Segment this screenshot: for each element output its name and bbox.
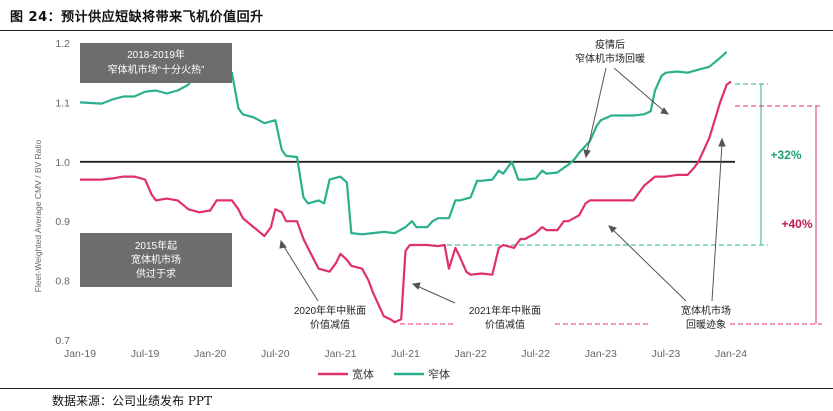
x-axis-ticks: Jan-19 Jul-19 Jan-20 Jul-20 Jan-21 Jul-21 Jan-… xyxy=(64,348,747,360)
annotation-wide-over-line2: 宽体机市场 xyxy=(131,253,181,266)
annotation-impair-2020-line2: 价值减值 xyxy=(310,318,350,331)
arrow-post-covid-b xyxy=(613,67,665,112)
arrowhead-wide-recovery-a xyxy=(608,225,617,233)
arrowhead-post-covid-a xyxy=(583,149,591,159)
x-tick-label: Jan-22 xyxy=(455,348,487,360)
annotation-arrows xyxy=(279,67,726,304)
annotation-box-narrow-hot xyxy=(80,43,232,83)
x-tick-label: Jan-23 xyxy=(585,348,617,360)
annotation-wide-recovery-line1: 宽体机市场 xyxy=(681,304,731,317)
annotation-impair-2020-line1: 2020年年中账面 xyxy=(294,304,366,317)
title-divider xyxy=(0,30,833,31)
narrow-change-label: +32% xyxy=(770,148,801,162)
x-tick-label: Jan-19 xyxy=(64,348,96,360)
annotation-box-wide-over xyxy=(80,233,232,287)
arrowhead-impair-2021 xyxy=(411,282,421,290)
arrow-impair-2020 xyxy=(282,244,319,302)
figure-title: 图 24：预计供应短缺将带来飞机价值回升 xyxy=(10,10,264,25)
arrow-impair-2021 xyxy=(416,285,456,304)
annotation-post-covid-line1: 疫情后 xyxy=(595,38,625,51)
x-tick-label: Jul-23 xyxy=(652,348,681,360)
legend-label-wide: 宽体 xyxy=(352,367,374,381)
legend-label-narrow: 窄体 xyxy=(428,367,450,381)
line-chart: 0.7 0.8 0.9 1.0 1.1 1.2 Fleet-Weighted Averag… xyxy=(33,38,822,381)
wide-change-label: +40% xyxy=(781,217,812,231)
arrow-post-covid-a xyxy=(586,67,607,153)
y-tick-label: 1.1 xyxy=(55,97,70,109)
annotation-impair-2021-line1: 2021年年中账面 xyxy=(469,304,541,317)
y-tick-label: 0.7 xyxy=(55,335,70,347)
annotation-narrow-hot-line2: 窄体机市场“十分火热” xyxy=(108,63,205,76)
x-tick-label: Jan-24 xyxy=(715,348,747,360)
source-divider xyxy=(0,388,833,389)
arrowhead-impair-2020 xyxy=(279,239,287,249)
x-tick-label: Jul-19 xyxy=(131,348,160,360)
x-tick-label: Jan-20 xyxy=(194,348,226,360)
arrow-wide-recovery-a xyxy=(611,228,687,302)
arrowhead-post-covid-b xyxy=(660,107,670,115)
annotation-wide-over-line3: 供过于求 xyxy=(136,267,176,280)
x-tick-label: Jan-21 xyxy=(324,348,356,360)
source-note: 数据来源：公司业绩发布 PPT xyxy=(52,394,212,408)
annotation-wide-over-line1: 2015年起 xyxy=(135,239,177,252)
y-axis-label: Fleet-Weighted Average CMV / BV Ratio xyxy=(33,139,43,292)
y-tick-label: 1.2 xyxy=(55,38,70,50)
series-line-wide xyxy=(80,80,732,324)
y-grid-ticks: 0.7 0.8 0.9 1.0 1.1 1.2 xyxy=(55,38,70,347)
annotation-wide-recovery-line2: 回暖迹象 xyxy=(686,318,726,331)
annotation-post-covid-line2: 窄体机市场回暖 xyxy=(575,52,645,65)
y-tick-label: 0.9 xyxy=(55,216,70,228)
arrowhead-wide-recovery-b xyxy=(718,137,726,147)
y-tick-label: 1.0 xyxy=(55,157,70,169)
arrow-wide-recovery-b xyxy=(711,143,723,302)
y-tick-label: 0.8 xyxy=(55,276,70,288)
annotation-impair-2021-line2: 价值减值 xyxy=(485,318,525,331)
x-tick-label: Jul-20 xyxy=(261,348,290,360)
x-tick-label: Jul-21 xyxy=(391,348,420,360)
annotation-narrow-hot-line1: 2018-2019年 xyxy=(127,48,185,61)
x-tick-label: Jul-22 xyxy=(521,348,550,360)
